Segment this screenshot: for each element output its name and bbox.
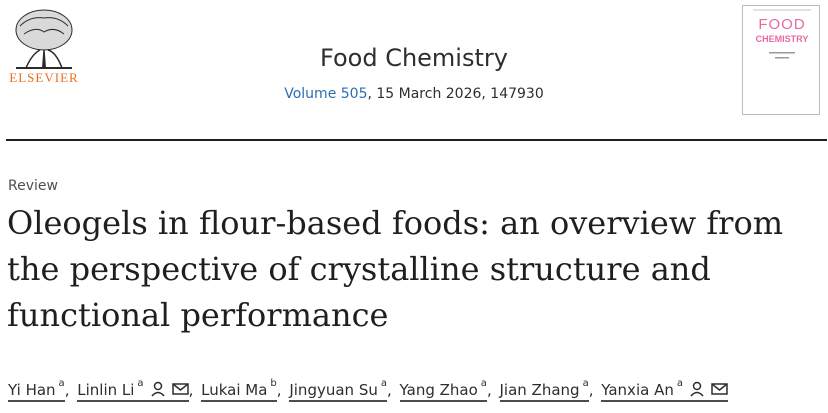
author-link[interactable]: Yi Han a <box>8 378 65 402</box>
affiliation-marker[interactable]: a <box>582 378 589 389</box>
author-link[interactable]: Yanxia An a <box>601 378 728 402</box>
issue-details: , 15 March 2026, 147930 <box>367 86 544 102</box>
author-name: Linlin Li <box>77 381 135 399</box>
person-icon <box>150 381 165 397</box>
cover-header-strip <box>753 9 811 11</box>
author-name: Lukai Ma <box>201 381 268 399</box>
publisher-logo[interactable] <box>6 6 82 92</box>
author-list: Yi Han a, Linlin Li a, Lukai Ma b, Jingyuan… <box>8 378 828 402</box>
affiliation-marker[interactable]: a <box>676 378 683 389</box>
journal-info: Food Chemistry Volume 505, 15 March 2026… <box>0 44 828 102</box>
author-link[interactable]: Lukai Ma b <box>201 378 277 402</box>
cover-title-chemistry: CHEMISTRY <box>755 34 809 44</box>
affiliation-marker[interactable]: a <box>58 378 65 389</box>
envelope-icon <box>171 382 189 395</box>
article-header: ELSEVIER Food Chemistry Volume 505, 15 M… <box>0 0 828 140</box>
author-name: Jian Zhang <box>499 381 580 399</box>
author-name: Yi Han <box>8 381 56 399</box>
author-link[interactable]: Jian Zhang a <box>499 378 589 402</box>
author-name: Yanxia An <box>601 381 674 399</box>
author-name: Yang Zhao <box>399 381 478 399</box>
author-link[interactable]: Yang Zhao a <box>399 378 487 402</box>
person-icon <box>690 381 704 397</box>
article-type: Review <box>8 178 58 194</box>
author-link[interactable]: Linlin Li a <box>77 378 189 402</box>
envelope-icon <box>711 382 728 395</box>
volume-link[interactable]: Volume 505 <box>284 86 368 102</box>
issue-line: Volume 505, 15 March 2026, 147930 <box>0 86 828 102</box>
author-name: Jingyuan Su <box>289 381 378 399</box>
affiliation-marker[interactable]: b <box>270 378 277 389</box>
affiliation-marker[interactable]: a <box>137 378 144 389</box>
journal-title[interactable]: Food Chemistry <box>320 44 508 72</box>
header-divider <box>6 139 827 141</box>
journal-cover[interactable]: FOOD CHEMISTRY <box>742 5 820 115</box>
author-link[interactable]: Jingyuan Su a <box>289 378 387 402</box>
affiliation-marker[interactable]: a <box>480 378 487 389</box>
publisher-name: ELSEVIER <box>9 70 79 85</box>
cover-text-lines-icon <box>769 52 795 59</box>
affiliation-marker[interactable]: a <box>380 378 387 389</box>
cover-title-food: FOOD <box>758 16 806 33</box>
article-title: Oleogels in flour-based foods: an overvi… <box>7 204 784 334</box>
tree-logo-icon <box>15 9 73 69</box>
